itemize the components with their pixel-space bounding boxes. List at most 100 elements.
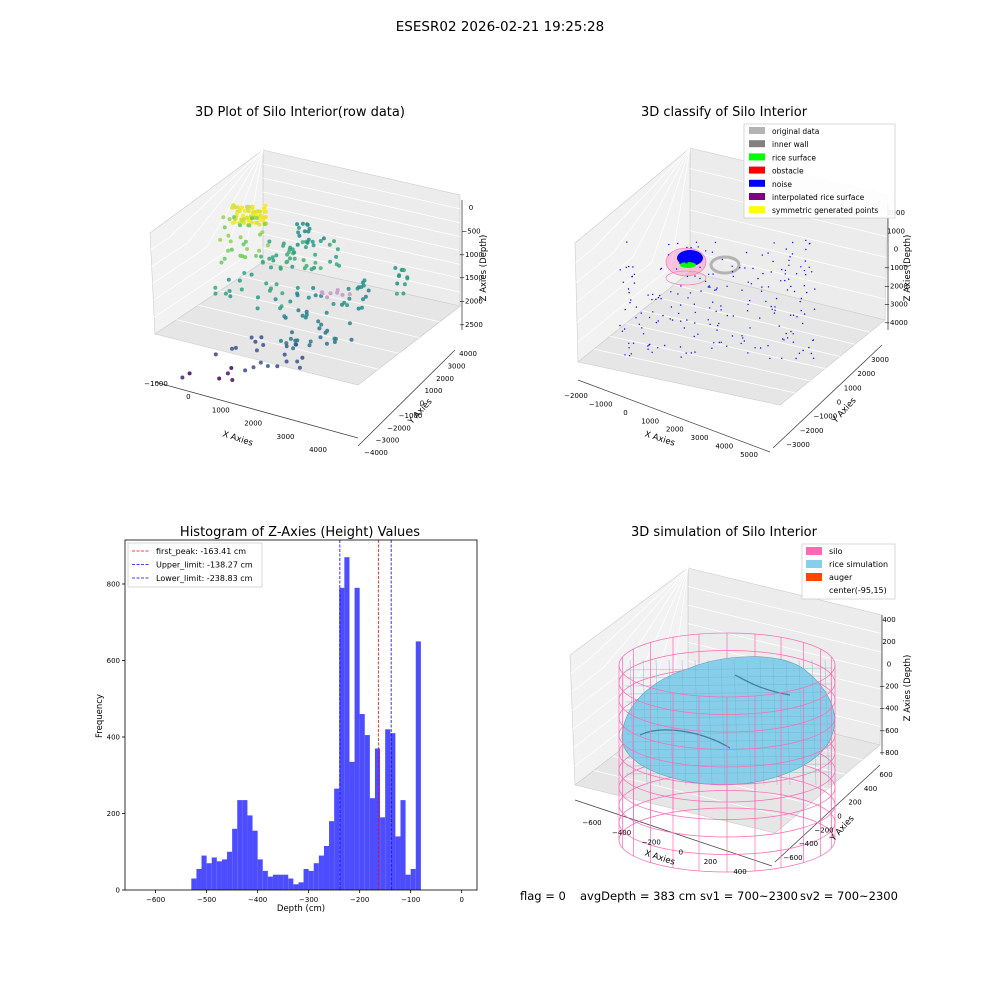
- noise-point: [743, 340, 745, 342]
- noise-point: [715, 310, 717, 312]
- noise-point: [761, 254, 763, 256]
- tick-label: −400: [248, 896, 267, 904]
- simulation-title: 3D simulation of Silo Interior: [631, 525, 818, 540]
- tick-label: 2000: [436, 375, 454, 383]
- simulation-z-ticks: −800 −600 −400 −200 0 200 400: [879, 616, 898, 757]
- noise-point: [680, 285, 682, 287]
- tick-label: 0: [837, 399, 841, 407]
- legend-swatch: [749, 179, 765, 187]
- raw-point: [334, 254, 339, 259]
- histogram-bar: [298, 882, 304, 890]
- raw-point: [254, 348, 259, 353]
- tick-label: 3000: [448, 362, 466, 370]
- raw-point: [218, 237, 223, 242]
- tick-label: −400: [799, 840, 818, 848]
- noise-point: [808, 346, 810, 349]
- raw-point: [402, 282, 407, 287]
- status-footer: flag = 0 avgDepth = 383 cm sv1 = 700~230…: [520, 889, 898, 903]
- histogram-bar: [278, 874, 284, 890]
- raw-point: [278, 338, 283, 343]
- histogram-bar: [293, 884, 299, 890]
- surface-mesh: [642, 659, 648, 786]
- raw-point: [318, 239, 323, 243]
- noise-point: [780, 280, 782, 282]
- raw-point: [249, 272, 254, 277]
- noise-point: [628, 265, 630, 268]
- noise-point: [803, 285, 805, 287]
- noise-point: [690, 247, 692, 249]
- noise-point: [655, 298, 657, 300]
- noise-point: [624, 308, 626, 311]
- histogram-bar: [237, 800, 243, 890]
- simulation-legend: silo rice simulation auger center(-95,15): [801, 543, 896, 600]
- noise-point: [667, 254, 670, 256]
- raw-point: [288, 336, 293, 341]
- histogram-bar: [380, 817, 386, 890]
- noise-point: [651, 351, 653, 353]
- noise-point: [809, 242, 811, 245]
- rice-surface-cluster: [680, 262, 696, 268]
- panel-histogram: Histogram of Z-Axies (Height) Values −60…: [95, 525, 478, 914]
- histogram-bar: [267, 876, 273, 890]
- legend-label: original data: [772, 127, 819, 136]
- raw-point: [405, 275, 410, 280]
- noise-point: [731, 335, 734, 337]
- raw-point: [295, 242, 300, 247]
- raw-point: [347, 321, 352, 326]
- tick-label: −200: [879, 683, 898, 691]
- tick-label: 2000: [887, 209, 905, 217]
- noise-point: [686, 246, 688, 249]
- noise-point: [790, 285, 792, 288]
- raw-point: [340, 292, 345, 297]
- noise-point: [693, 303, 695, 305]
- panel-simulation: 3D simulation of Silo Interior −600−400−…: [569, 525, 913, 876]
- raw-point: [280, 291, 285, 296]
- raw-point: [295, 338, 300, 343]
- noise-point: [720, 305, 722, 307]
- tick-label: 3000: [871, 356, 889, 364]
- histogram-bar: [369, 798, 375, 890]
- legend-label: rice simulation: [829, 560, 888, 569]
- noise-point: [802, 322, 804, 325]
- noise-point: [621, 330, 624, 332]
- legend-swatch: [806, 547, 822, 555]
- raw-point: [346, 286, 351, 291]
- histogram-bar: [206, 863, 212, 890]
- raw-point: [251, 365, 256, 370]
- raw-point: [307, 343, 312, 348]
- raw-point: [238, 223, 242, 228]
- noise-point: [651, 298, 653, 301]
- legend-swatch: [806, 560, 822, 568]
- raw-point: [243, 239, 248, 244]
- raw-point: [295, 222, 300, 227]
- original-cluster: [709, 255, 741, 275]
- raw-point: [263, 203, 268, 208]
- noise-point: [657, 296, 660, 299]
- raw-point: [295, 285, 300, 290]
- noise-point: [786, 337, 789, 339]
- tick-label: 0: [420, 400, 424, 408]
- noise-point: [770, 305, 772, 308]
- raw-point: [274, 253, 279, 258]
- legend-swatch: [806, 573, 822, 581]
- tick-label: 2000: [666, 426, 684, 434]
- noise-point: [704, 280, 707, 283]
- noise-point: [749, 299, 751, 302]
- noise-point: [792, 241, 794, 244]
- noise-point: [700, 290, 702, 292]
- raw-point: [311, 243, 316, 248]
- raw-point: [325, 295, 330, 300]
- noise-point: [732, 315, 734, 317]
- histogram-bar: [334, 788, 340, 890]
- noise-point: [778, 325, 780, 327]
- raw-scatter-x-ticks: −1000 0 1000 2000 3000 4000: [144, 380, 327, 454]
- noise-point: [773, 312, 776, 314]
- classify-ylabel: Y Axies: [830, 395, 859, 426]
- tick-label: −1000: [399, 412, 423, 420]
- classify-x-ticks: −2000−1000 0 1000 2000 3000 4000 5000: [564, 392, 758, 459]
- noise-point: [670, 291, 672, 293]
- raw-point: [245, 247, 249, 251]
- histogram-title: Histogram of Z-Axies (Height) Values: [180, 525, 420, 540]
- noise-point: [800, 297, 803, 300]
- tick-label: 200: [107, 810, 120, 818]
